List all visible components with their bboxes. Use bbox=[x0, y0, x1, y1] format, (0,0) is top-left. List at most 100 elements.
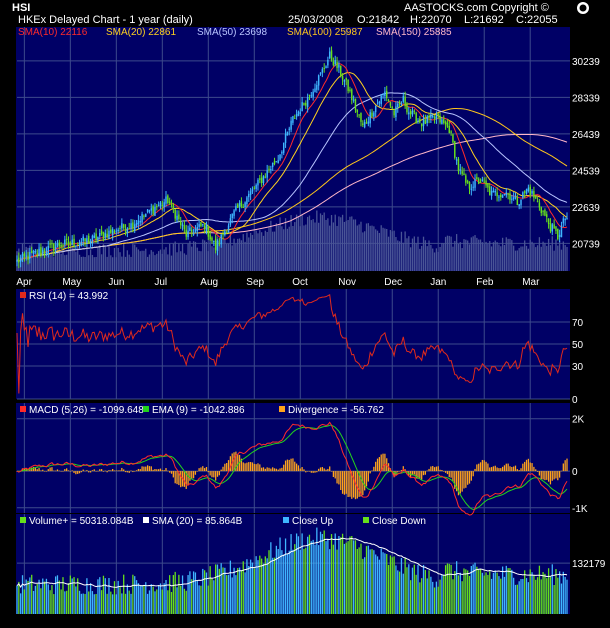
candle-body bbox=[395, 106, 397, 118]
volume-bar bbox=[145, 582, 147, 614]
candle-body bbox=[470, 188, 473, 190]
price-volume-shadow bbox=[262, 235, 265, 271]
price-volume-shadow bbox=[367, 223, 369, 271]
price-volume-shadow bbox=[501, 237, 504, 271]
price-volume-shadow bbox=[238, 238, 241, 271]
candle-body bbox=[135, 223, 138, 226]
volume-bar bbox=[53, 594, 55, 614]
volume-bar bbox=[64, 591, 66, 614]
price-volume-shadow bbox=[364, 231, 366, 271]
volume-bar bbox=[479, 569, 482, 614]
candle-body bbox=[457, 158, 460, 172]
price-volume-shadow bbox=[397, 240, 399, 271]
divergence-bar bbox=[89, 471, 92, 473]
divergence-bar bbox=[229, 456, 232, 472]
divergence-bar bbox=[128, 471, 130, 473]
divergence-bar bbox=[454, 471, 456, 489]
divergence-bar bbox=[180, 471, 182, 488]
divergence-bar bbox=[314, 471, 316, 473]
volume-bar bbox=[112, 594, 114, 614]
candle-body bbox=[466, 180, 469, 183]
volume-bar bbox=[417, 564, 419, 614]
divergence-bar bbox=[430, 466, 432, 472]
volume-bar bbox=[284, 538, 287, 614]
legends: SMA(10) 22116 SMA(20) 22861 SMA(50) 23698 S… bbox=[18, 27, 452, 527]
legend-divergence: Divergence = -56.762 bbox=[288, 405, 384, 416]
volume-bar bbox=[459, 572, 461, 614]
price-volume-shadow bbox=[284, 218, 287, 271]
divergence-bar bbox=[465, 471, 467, 488]
x-tick-feb: Feb bbox=[476, 277, 494, 288]
price-volume-shadow bbox=[154, 255, 156, 271]
price-volume-shadow bbox=[474, 235, 476, 271]
volume-bar bbox=[378, 559, 381, 614]
candle-body bbox=[420, 123, 423, 127]
price-volume-shadow bbox=[97, 246, 99, 271]
price-volume-shadow bbox=[410, 247, 412, 271]
divergence-bar bbox=[157, 469, 160, 472]
divergence-bar bbox=[332, 471, 335, 478]
volume-bar bbox=[146, 593, 149, 614]
divergence-bar bbox=[191, 471, 193, 480]
volume-bar bbox=[437, 586, 439, 614]
candle-body bbox=[551, 224, 554, 232]
divergence-bar bbox=[535, 469, 537, 472]
candle-body bbox=[244, 202, 246, 208]
legend-volume_sma-swatch bbox=[143, 517, 149, 523]
price-volume-shadow bbox=[340, 217, 342, 271]
price-volume-shadow bbox=[176, 252, 178, 271]
divergence-bar bbox=[227, 460, 230, 472]
price-volume-shadow bbox=[398, 241, 401, 271]
volume-bar bbox=[461, 581, 463, 614]
divergence-bar bbox=[483, 460, 485, 472]
candle-body bbox=[393, 110, 395, 116]
divergence-bar bbox=[27, 470, 29, 472]
price-volume-shadow bbox=[36, 249, 38, 271]
price-volume-shadow bbox=[525, 245, 528, 271]
candle-body bbox=[362, 123, 364, 125]
volume-bar bbox=[266, 558, 268, 614]
price-volume-shadow bbox=[196, 247, 198, 271]
candle-body bbox=[330, 50, 333, 61]
volume-bar bbox=[492, 572, 495, 614]
divergence-bar bbox=[137, 468, 140, 472]
divergence-bar bbox=[207, 471, 209, 473]
rsi-y-tick-0: 70 bbox=[572, 318, 584, 329]
price-volume-shadow bbox=[433, 252, 436, 271]
price-volume-shadow bbox=[189, 241, 191, 271]
price-volume-shadow bbox=[49, 254, 51, 271]
price-volume-shadow bbox=[157, 251, 160, 271]
volume-bar bbox=[42, 578, 44, 614]
volume-bar bbox=[406, 567, 408, 614]
price-volume-shadow bbox=[248, 237, 250, 271]
price-volume-shadow bbox=[148, 254, 151, 271]
volume-bar bbox=[474, 562, 476, 614]
price-volume-shadow bbox=[360, 221, 362, 271]
candle-body bbox=[496, 192, 498, 197]
candle-body bbox=[387, 100, 390, 102]
price-volume-shadow bbox=[375, 229, 377, 271]
price-volume-shadow bbox=[240, 240, 243, 271]
divergence-bar bbox=[542, 471, 544, 480]
volume-bar bbox=[36, 583, 38, 614]
volume-bar bbox=[38, 579, 40, 614]
price-volume-shadow bbox=[261, 232, 263, 271]
candle-body bbox=[75, 245, 77, 247]
candle-body bbox=[549, 223, 552, 232]
volume-bar bbox=[321, 534, 323, 614]
price-volume-shadow bbox=[444, 236, 447, 271]
price-volume-shadow bbox=[562, 241, 564, 271]
candle-body bbox=[207, 225, 210, 237]
axis-labels: Apr May Jun Jul Aug Sep Oct Nov Dec Jan Feb Mar 3023… bbox=[16, 57, 605, 570]
volume-bar bbox=[172, 575, 174, 614]
volume-bar bbox=[106, 593, 108, 614]
candle-body bbox=[259, 178, 261, 180]
legend-ema: EMA (9) = -1042.886 bbox=[152, 405, 245, 416]
volume-bar bbox=[137, 583, 140, 614]
divergence-bar bbox=[428, 468, 430, 472]
price-volume-shadow bbox=[349, 216, 351, 271]
price-volume-shadow bbox=[408, 236, 410, 271]
divergence-bar bbox=[496, 467, 498, 472]
divergence-bar bbox=[553, 471, 555, 480]
candle-body bbox=[271, 163, 274, 168]
